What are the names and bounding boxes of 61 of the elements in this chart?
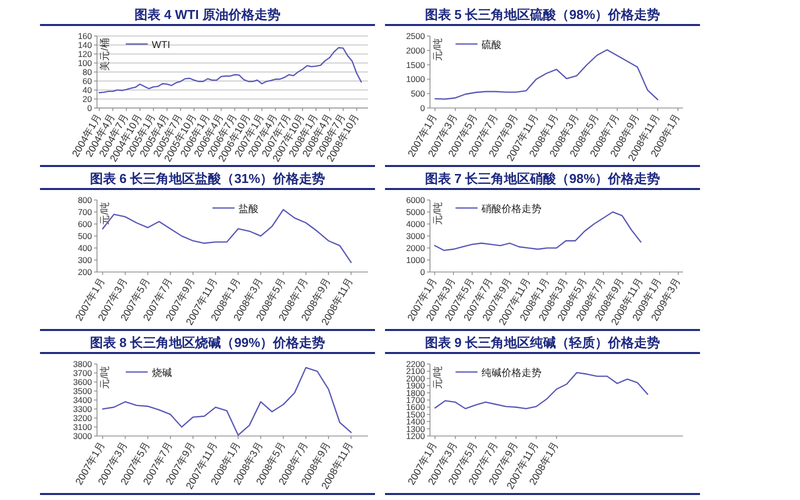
y-tick-label: 60 — [82, 76, 92, 86]
chart-title: 图表 4 WTI 原油价格走势 — [134, 7, 280, 22]
y-tick-label: 2000 — [406, 45, 426, 56]
y-tick-label: 140 — [78, 40, 92, 50]
y-tick-label: 3000 — [406, 231, 426, 241]
y-tick-label: 3200 — [73, 413, 92, 423]
y-tick-label: 80 — [82, 67, 92, 77]
y-tick-label: 3600 — [73, 377, 92, 387]
y-tick-label: 100 — [78, 58, 92, 68]
line-series — [98, 47, 362, 94]
y-tick-label: 500 — [78, 231, 92, 241]
chart-title: 图表 8 长三角地区烧碱（99%）价格走势 — [90, 335, 326, 350]
y-tick-label: 3400 — [73, 395, 92, 405]
y-tick-label: 3500 — [73, 386, 92, 396]
y-tick-label: 3700 — [73, 368, 92, 378]
y-tick-label: 0 — [87, 103, 92, 113]
legend-label: WTI — [152, 40, 170, 51]
y-tick-label: 200 — [78, 267, 92, 277]
y-tick-label: 3800 — [73, 359, 92, 369]
legend-label: 硫酸 — [482, 39, 502, 51]
y-tick-label: 800 — [78, 195, 92, 205]
y-axis-title: 元/吨 — [432, 202, 444, 225]
y-tick-label: 0 — [420, 103, 426, 113]
y-tick-label: 1500 — [406, 60, 426, 70]
y-tick-label: 5000 — [406, 207, 426, 217]
y-tick-label: 3000 — [73, 431, 92, 441]
y-tick-label: 700 — [78, 207, 92, 217]
y-tick-label: 2000 — [406, 243, 426, 253]
legend-label: 硝酸价格走势 — [480, 203, 542, 215]
legend-label: 盐酸 — [238, 203, 258, 215]
y-tick-label: 4000 — [406, 219, 426, 229]
y-axis-title: 元/吨 — [432, 38, 444, 61]
line-series — [434, 49, 658, 100]
y-tick-label: 20 — [82, 94, 92, 104]
y-tick-label: 3300 — [73, 404, 92, 414]
y-tick-label: 120 — [78, 49, 92, 59]
y-tick-label: 40 — [82, 85, 92, 95]
y-tick-label: 1200 — [406, 431, 426, 441]
y-axis-title: 元/吨 — [99, 202, 111, 225]
legend-label: 纯碱价格走势 — [482, 367, 542, 379]
y-tick-label: 400 — [78, 243, 92, 253]
y-tick-label: 3100 — [73, 422, 92, 432]
y-tick-label: 600 — [78, 219, 92, 229]
y-tick-label: 1000 — [406, 255, 426, 265]
y-tick-label: 500 — [410, 88, 426, 99]
y-tick-label: 1000 — [406, 74, 426, 84]
chart-title: 图表 9 长三角地区纯碱（轻质）价格走势 — [424, 335, 660, 350]
chart-title: 图表 6 长三角地区盐酸（31%）价格走势 — [90, 171, 326, 186]
y-tick-label: 2500 — [406, 31, 426, 41]
y-tick-label: 6000 — [406, 195, 426, 205]
y-axis-title: 元/吨 — [432, 366, 444, 389]
legend-label: 烧碱 — [152, 367, 172, 379]
y-tick-label: 0 — [420, 267, 426, 277]
chart-title: 图表 7 长三角地区硝酸（98%）价格走势 — [424, 171, 660, 186]
y-axis-title: 元/吨 — [99, 366, 111, 389]
y-tick-label: 1700 — [406, 395, 426, 405]
y-tick-label: 160 — [78, 31, 92, 41]
y-axis-title: 美元/桶 — [99, 38, 111, 71]
chart-title: 图表 5 长三角地区硫酸（98%）价格走势 — [424, 7, 660, 22]
y-tick-label: 2200 — [406, 359, 426, 369]
y-tick-label: 300 — [78, 255, 92, 265]
